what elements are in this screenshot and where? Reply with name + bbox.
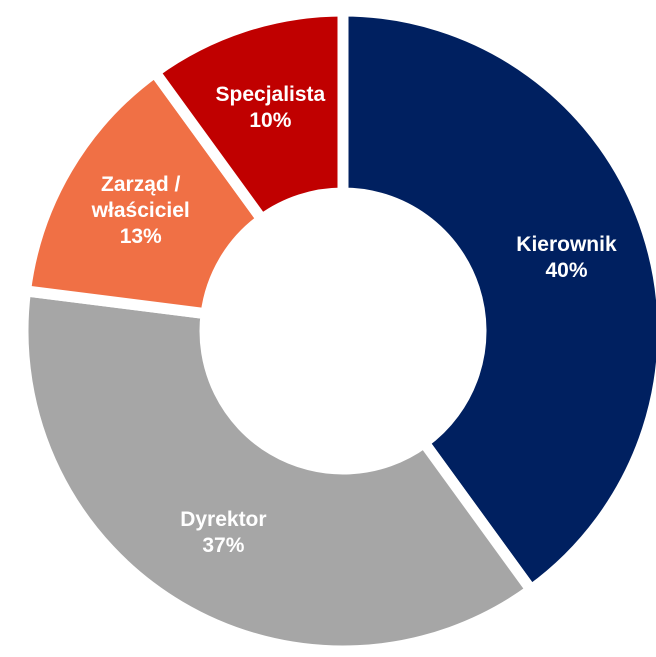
category-label: Specjalista [215, 82, 326, 106]
value-label: 13% [119, 225, 162, 249]
value-label: 10% [249, 108, 292, 132]
donut-slice [19, 64, 270, 320]
slice-label: Specjalista 10% [200, 82, 340, 134]
slice-label: Dyrektor 37% [153, 507, 293, 559]
value-label: 37% [202, 534, 245, 558]
donut-slice [147, 5, 349, 228]
category-label: Zarząd / właściciel [91, 173, 190, 223]
value-label: 40% [545, 259, 588, 283]
slice-label: Zarząd / właściciel 13% [71, 172, 211, 250]
category-label: Kierownik [516, 233, 617, 257]
category-label: Dyrektor [180, 508, 267, 532]
slice-label: Kierownik 40% [496, 232, 636, 284]
donut-slice [17, 284, 539, 657]
donut-slice [337, 5, 656, 598]
